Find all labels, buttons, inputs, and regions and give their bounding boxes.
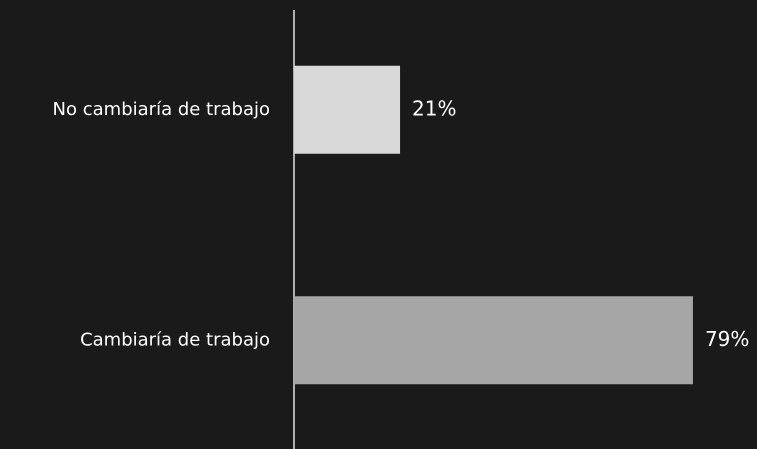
bar (294, 296, 693, 385)
value-label: 79% (705, 327, 749, 351)
category-label: Cambiaría de trabajo (80, 329, 270, 350)
bar (294, 65, 401, 154)
category-label: No cambiaría de trabajo (53, 99, 270, 120)
value-label: 21% (412, 96, 456, 120)
